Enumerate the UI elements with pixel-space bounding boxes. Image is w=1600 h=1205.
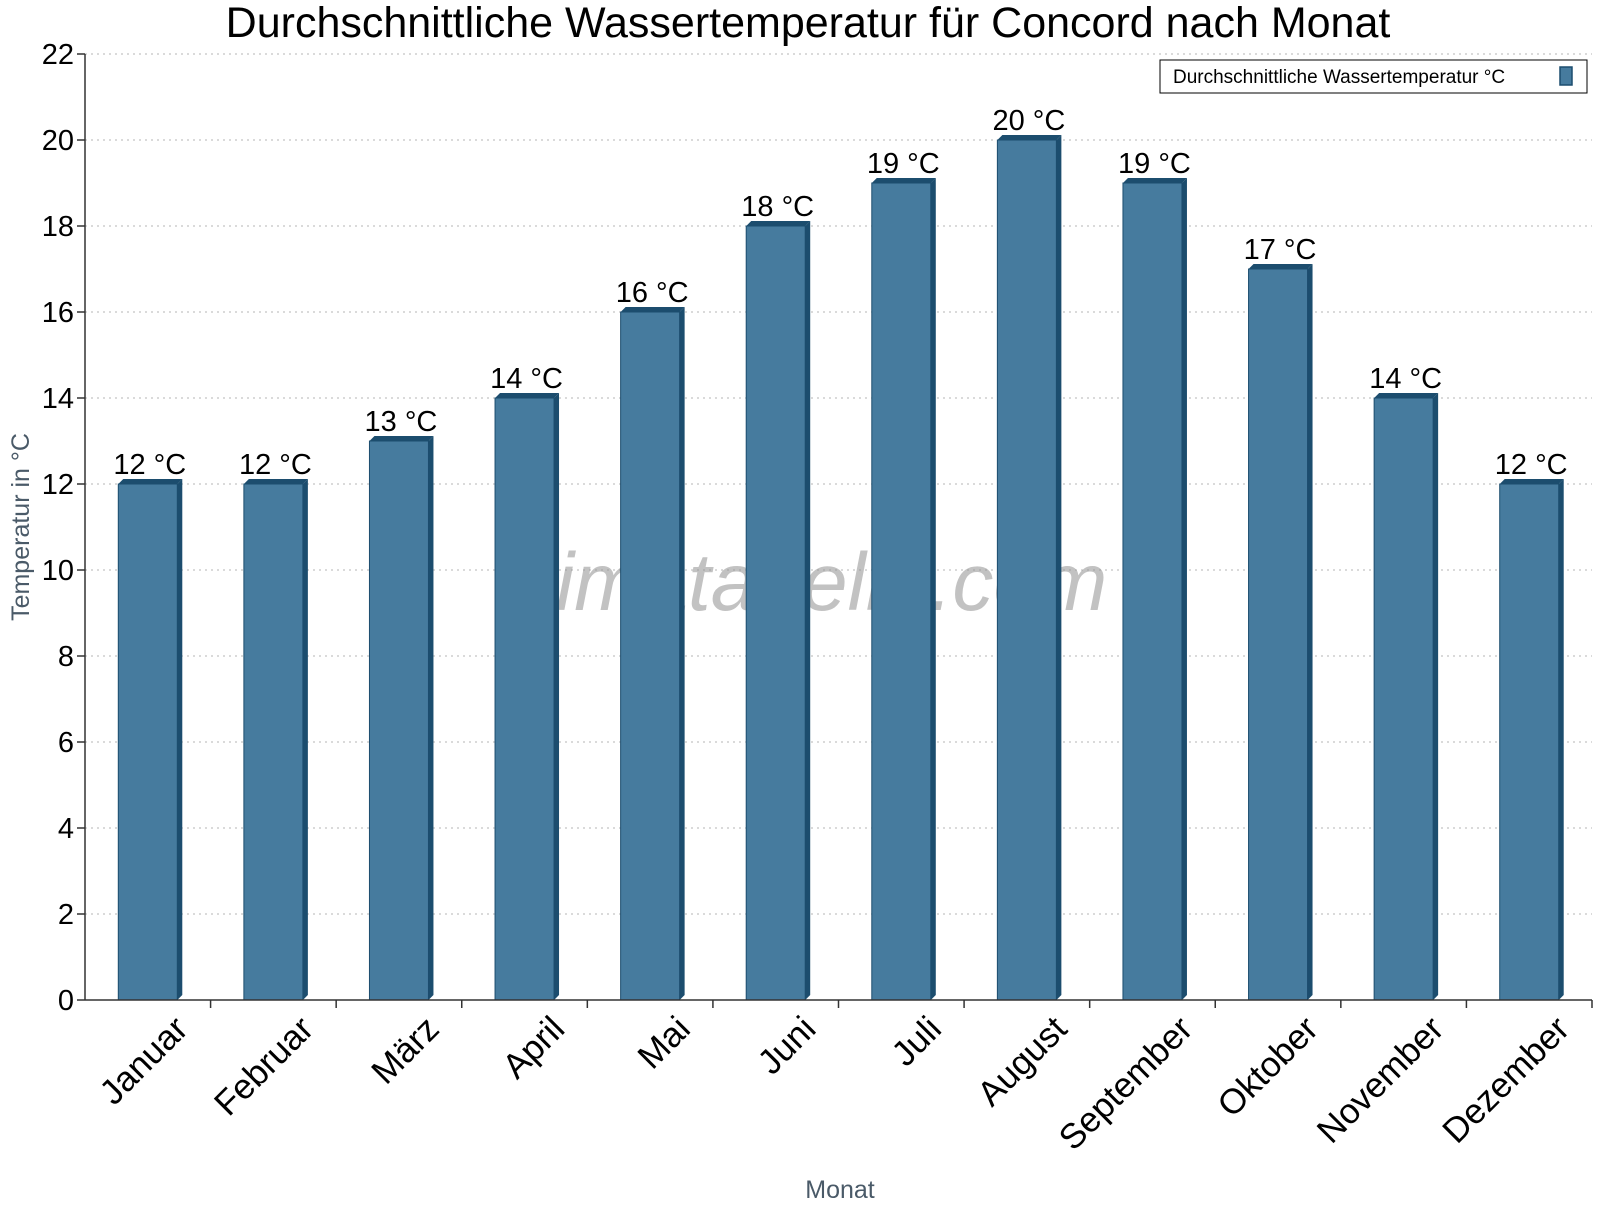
data-label: 12 °C (113, 449, 186, 481)
y-tick-label: 4 (58, 813, 74, 845)
bar-face (368, 440, 429, 1001)
bar-top (746, 221, 811, 226)
chart-title: Durchschnittliche Wassertemperatur für C… (226, 0, 1391, 47)
x-tick-label: Mai (630, 1009, 697, 1076)
y-tick-label: 12 (42, 469, 74, 501)
x-tick-label: Juli (884, 1009, 949, 1074)
legend-label: Durchschnittliche Wassertemperatur °C (1173, 67, 1505, 88)
bar-face (1248, 268, 1309, 1001)
bar-top (1499, 479, 1564, 484)
y-axis-title: Temperatur in °C (7, 433, 35, 621)
bar-side (428, 436, 434, 1000)
bar-side (805, 221, 811, 1000)
bar-top (871, 178, 936, 183)
data-label: 14 °C (490, 363, 563, 395)
y-tick-label: 20 (42, 125, 74, 157)
x-axis-ticks: Januar Februar März April Mai Juni Juli AugustS… (92, 1000, 1593, 1158)
bar-september (1122, 178, 1187, 1001)
data-label: 13 °C (365, 406, 438, 438)
x-tick-label: Januar (92, 1009, 195, 1112)
data-label: 20 °C (992, 105, 1065, 137)
bar-face (745, 225, 806, 1001)
bar-top (1248, 264, 1313, 269)
bar-april (494, 393, 560, 1001)
data-label: 19 °C (867, 148, 940, 180)
bar-face (117, 483, 178, 1001)
bar-februar (243, 479, 308, 1001)
data-label: 18 °C (741, 191, 814, 223)
bar-side (1307, 264, 1313, 1000)
legend-box (1159, 59, 1588, 94)
bar-face (494, 397, 555, 1001)
bar-face (620, 311, 681, 1001)
bar-top (997, 135, 1062, 140)
data-label: 12 °C (239, 449, 312, 481)
y-tick-label: 18 (42, 211, 74, 243)
x-tick-label: März (364, 1009, 447, 1092)
y-axis-ticks: 0 2 4 6 8 10 12 14 16 18 20 22 (42, 39, 85, 1017)
bar-juli (871, 178, 936, 1001)
bar-top (243, 479, 308, 484)
bar-mai (620, 307, 685, 1001)
bar-juni (745, 221, 811, 1001)
bar-top (369, 436, 434, 441)
bar-side (554, 393, 560, 1000)
legend: Durchschnittliche Wassertemperatur °C (1159, 59, 1588, 94)
y-tick-label: 22 (42, 39, 74, 71)
bars (117, 135, 1564, 1001)
grid-lines (85, 53, 1592, 915)
bar-face (1499, 483, 1560, 1001)
bar-side (1433, 393, 1439, 1000)
x-tick-label: November (1310, 1009, 1452, 1151)
bar-face (1122, 182, 1183, 1001)
data-label: 17 °C (1244, 234, 1317, 266)
bar-top (1122, 178, 1187, 183)
bar-side (1056, 135, 1062, 1000)
bar-face (243, 483, 304, 1001)
bar-august (996, 135, 1062, 1001)
bar-face (996, 139, 1057, 1001)
y-tick-label: 8 (58, 641, 74, 673)
y-tick-label: 0 (58, 985, 74, 1017)
data-label: 16 °C (616, 277, 689, 309)
bar-top (620, 307, 685, 312)
bar-side (302, 479, 308, 1000)
data-label: 19 °C (1118, 148, 1191, 180)
x-tick-label: Juni (750, 1009, 823, 1082)
x-tick-label: April (495, 1009, 572, 1086)
y-tick-label: 14 (42, 383, 74, 415)
y-tick-label: 2 (58, 899, 74, 931)
bar-top (1374, 393, 1439, 398)
y-tick-label: 6 (58, 727, 74, 759)
bar-side (1558, 479, 1564, 1000)
x-tick-label: Oktober (1210, 1009, 1326, 1125)
x-tick-label: September (1051, 1009, 1200, 1158)
x-tick-label: Februar (207, 1009, 321, 1123)
bar-oktober (1248, 264, 1313, 1001)
y-tick-label: 10 (42, 555, 74, 587)
bar-top (118, 479, 183, 484)
data-labels: 12 °C 12 °C 13 °C 14 °C 16 °C 18 °C 19 °C 20 °C… (113, 105, 1567, 481)
x-tick-label: August (970, 1009, 1075, 1114)
bar-januar (117, 479, 183, 1001)
bar-märz (368, 436, 434, 1001)
y-tick-label: 16 (42, 297, 74, 329)
bar-side (679, 307, 685, 1000)
legend-swatch (1559, 66, 1573, 86)
x-tick-label: Dezember (1435, 1009, 1577, 1151)
bar-face (1373, 397, 1434, 1001)
data-label: 14 °C (1369, 363, 1442, 395)
bar-side (1181, 178, 1187, 1000)
x-axis-title: Monat (805, 1176, 875, 1200)
bar-side (177, 479, 183, 1000)
bar-top (495, 393, 560, 398)
bar-dezember (1499, 479, 1564, 1001)
bar-face (871, 182, 932, 1001)
axes (84, 54, 1592, 1001)
bar-side (930, 178, 936, 1000)
data-label: 12 °C (1495, 449, 1568, 481)
bar-november (1373, 393, 1439, 1001)
